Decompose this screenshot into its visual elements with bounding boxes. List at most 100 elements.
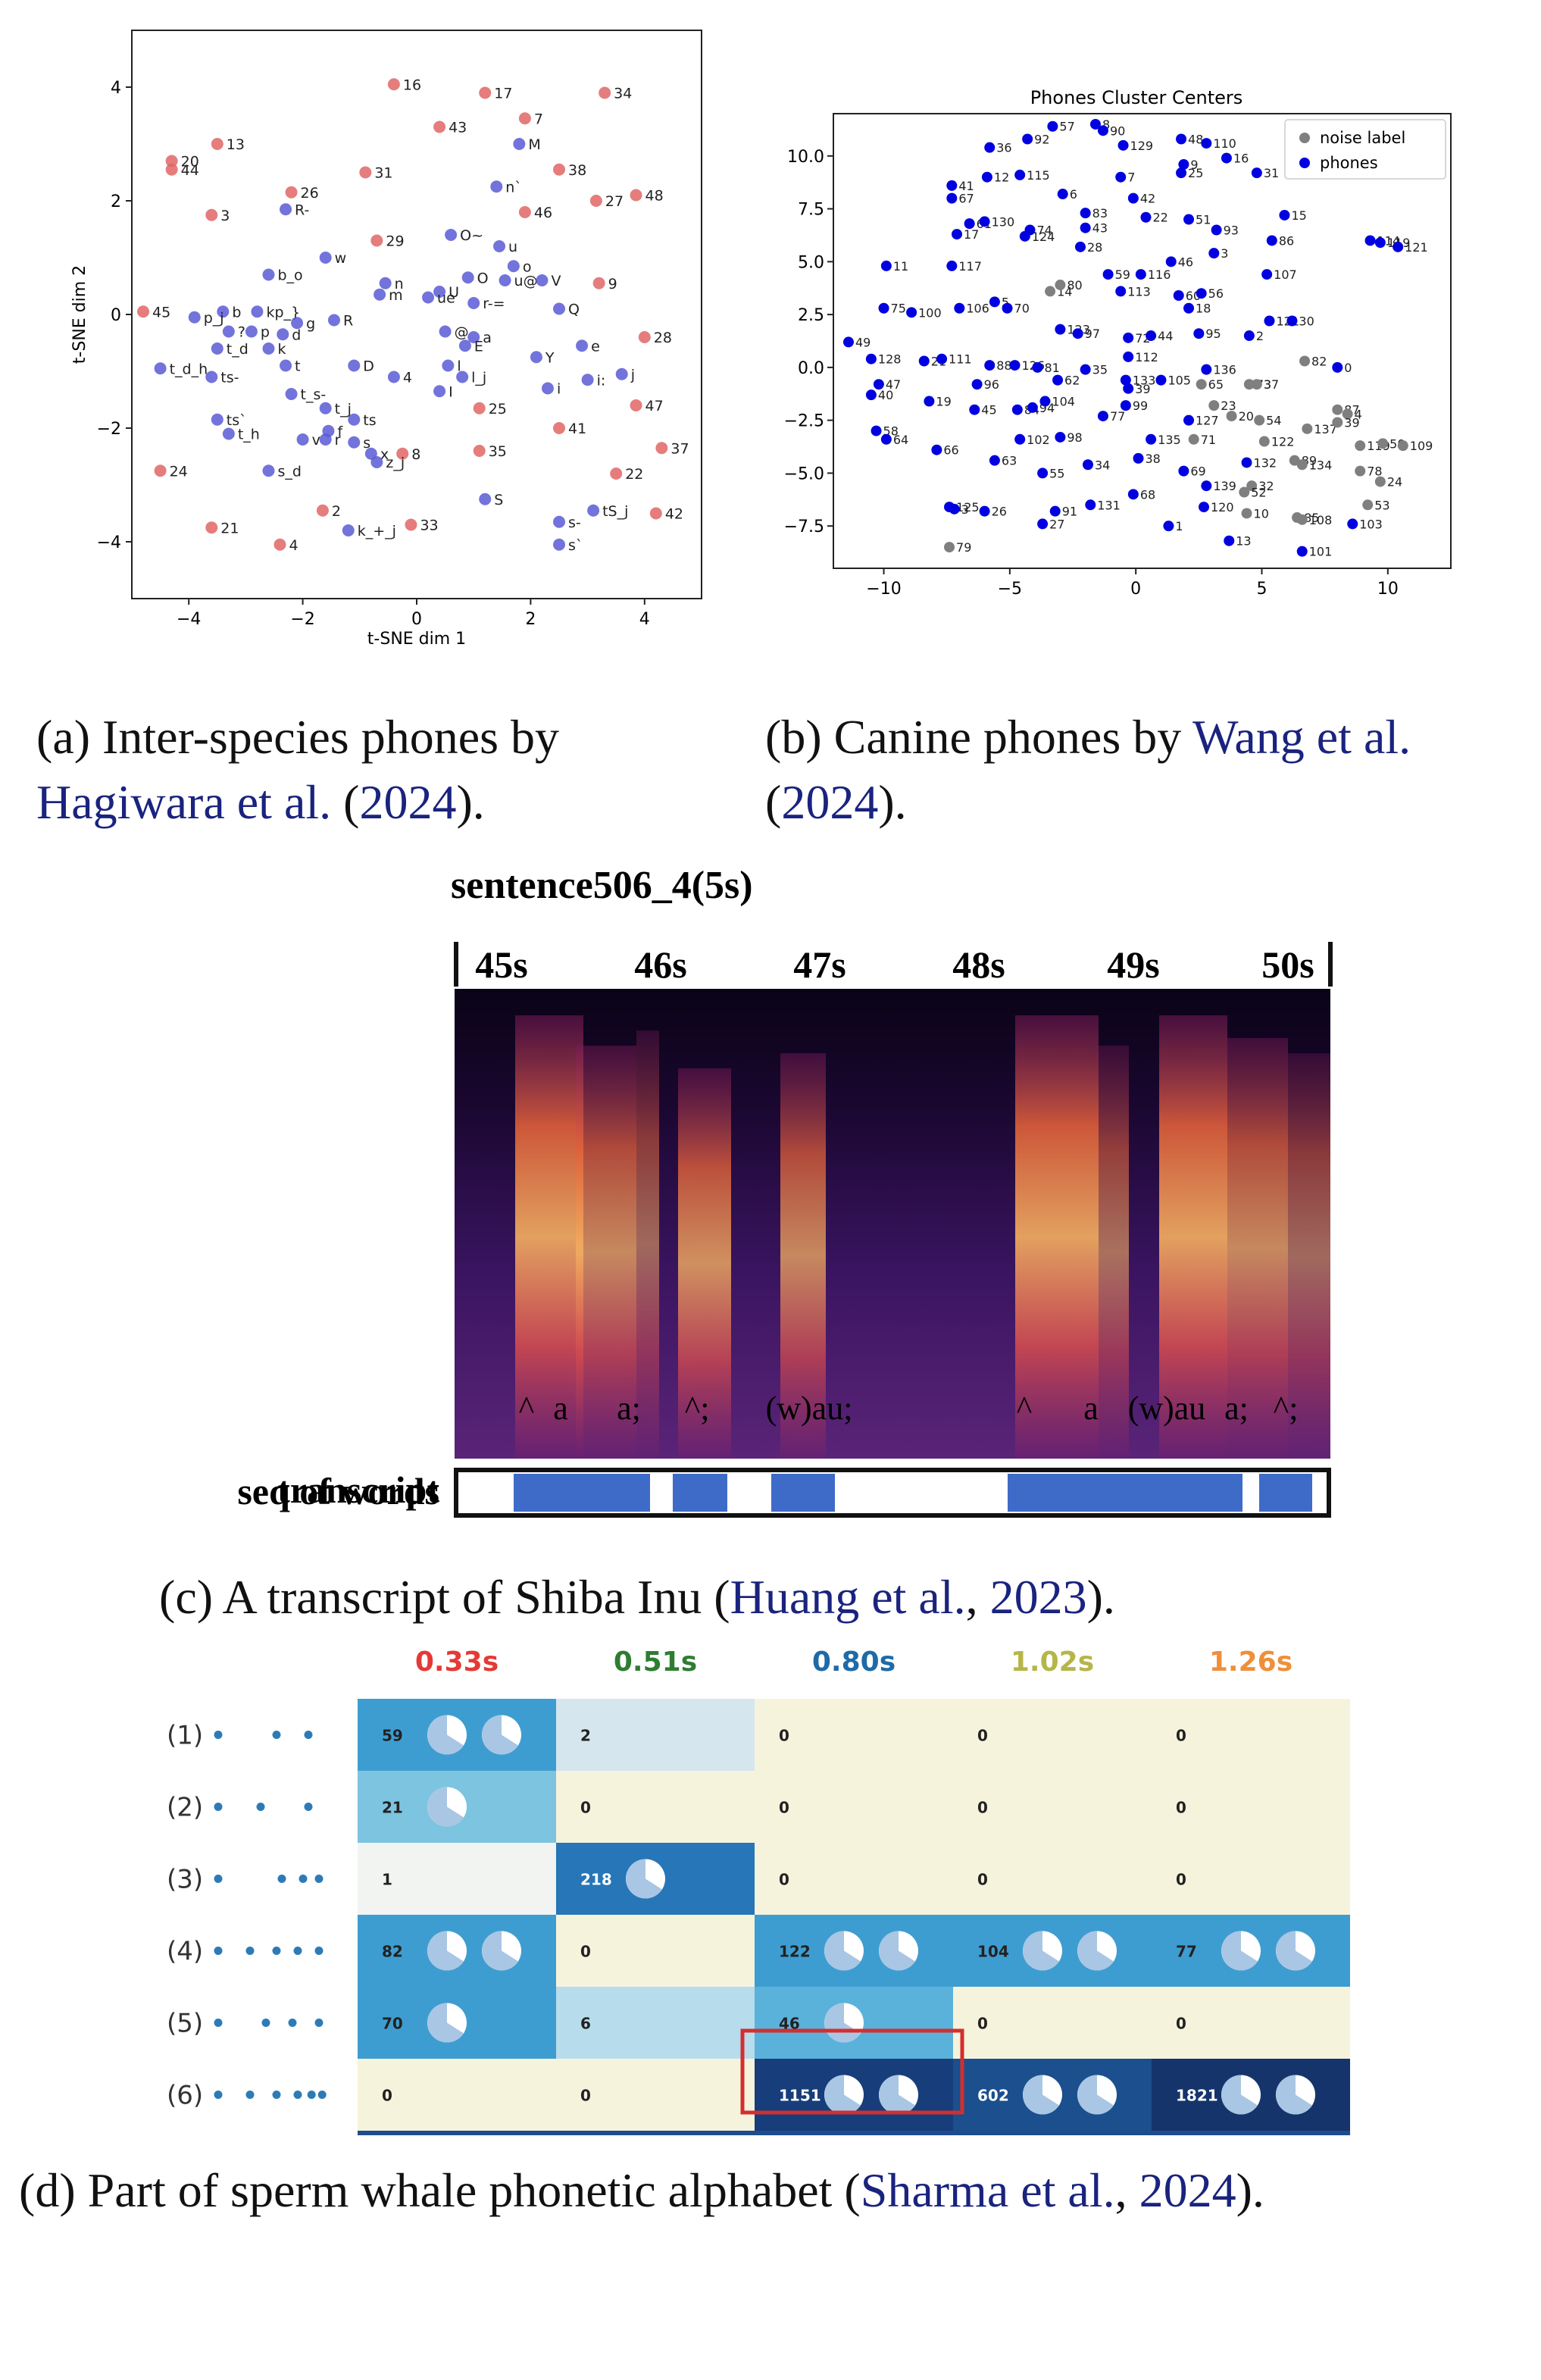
svg-text:4: 4 xyxy=(403,370,412,386)
svg-text:38: 38 xyxy=(1146,452,1161,466)
alphabet-cell xyxy=(556,2059,755,2131)
cell-count: 0 xyxy=(977,1727,988,1745)
transcript-token: (w)au xyxy=(1128,1390,1206,1427)
cell-count: 1 xyxy=(382,1871,392,1889)
svg-text:80: 80 xyxy=(1067,278,1082,292)
figure-b-point-noise: 37 xyxy=(1251,377,1279,392)
transcript-token: ^ xyxy=(1017,1390,1033,1427)
svg-text:105: 105 xyxy=(1167,374,1191,388)
figure-b-point-noise: 109 xyxy=(1397,439,1433,453)
svg-text:p: p xyxy=(261,324,270,341)
svg-text:40: 40 xyxy=(878,388,893,402)
click-dot xyxy=(288,2019,297,2027)
caption-a-year[interactable]: 2024 xyxy=(359,775,457,829)
figure-a-point-blue: D xyxy=(348,358,374,375)
click-dot xyxy=(293,1947,302,1955)
svg-text:D: D xyxy=(363,358,374,375)
pie-slice xyxy=(824,1931,861,1971)
cell-count: 0 xyxy=(977,1871,988,1889)
svg-text:42: 42 xyxy=(665,506,683,523)
figure-b-point-phone: 9 xyxy=(1178,158,1199,172)
figure-b-point-phone: 115 xyxy=(1014,168,1050,183)
figure-a-point-blue: m xyxy=(374,287,403,304)
svg-text:1: 1 xyxy=(1175,519,1183,533)
transcript-token: (w)au; xyxy=(766,1390,853,1427)
transcript-token: a; xyxy=(1224,1390,1249,1427)
click-dot xyxy=(214,1875,223,1883)
svg-text:R: R xyxy=(343,313,353,330)
caption-c-year[interactable]: 2023 xyxy=(989,1570,1087,1624)
cell-count: 0 xyxy=(580,1943,591,1961)
figure-b-frame xyxy=(833,113,1452,569)
figure-b-point-noise: 80 xyxy=(1055,278,1083,292)
svg-text:31: 31 xyxy=(374,165,392,182)
caption-a-cite[interactable]: Hagiwara et al. xyxy=(36,775,332,829)
alphabet-cell xyxy=(953,1987,1152,2059)
svg-text:96: 96 xyxy=(984,377,999,392)
figure-b-ytick: 0.0 xyxy=(798,359,824,378)
click-dot xyxy=(272,2091,281,2099)
figure-b-point-phone: 127 xyxy=(1183,414,1219,428)
svg-text:69: 69 xyxy=(1190,464,1205,479)
caption-b-cite[interactable]: Wang et al. xyxy=(1192,710,1411,764)
svg-text:55: 55 xyxy=(1049,466,1064,480)
column-header: 1.02s xyxy=(1011,1647,1094,1678)
svg-text:22: 22 xyxy=(625,466,643,483)
figure-b-point-phone: 66 xyxy=(931,443,959,458)
caption-d-cite[interactable]: Sharma et al. xyxy=(860,2163,1115,2217)
figure-b-point-phone: 15 xyxy=(1279,208,1307,223)
figure-a-point-blue: k xyxy=(262,341,286,358)
caption-b: (b) Canine phones by Wang et al. (2024). xyxy=(765,705,1493,835)
svg-text:26: 26 xyxy=(992,505,1007,519)
svg-text:7: 7 xyxy=(1127,170,1135,185)
svg-text:134: 134 xyxy=(1309,458,1333,472)
figure-b-point-phone: 135 xyxy=(1146,433,1181,447)
transcript-token: a xyxy=(1083,1390,1099,1427)
cell-count: 0 xyxy=(382,2087,392,2105)
figure-a-point-blue: t_j xyxy=(319,401,352,418)
legend-noise-marker xyxy=(1299,133,1310,143)
svg-text:41: 41 xyxy=(568,421,586,437)
figure-b-ytick: 2.5 xyxy=(798,306,824,325)
svg-text:98: 98 xyxy=(1067,430,1082,445)
svg-text:12: 12 xyxy=(994,170,1009,185)
svg-text:121: 121 xyxy=(1405,240,1428,255)
figure-b-point-phone: 56 xyxy=(1196,286,1224,301)
figure-b-point-noise: 79 xyxy=(944,540,971,555)
figure-b-point-phone: 17 xyxy=(952,227,979,242)
figure-a-point-red: 37 xyxy=(655,440,689,457)
figure-a-point-red: 8 xyxy=(396,446,420,463)
caption-b-text: (b) Canine phones by xyxy=(765,710,1193,764)
svg-text:110: 110 xyxy=(1213,136,1236,151)
svg-text:R-: R- xyxy=(295,202,309,218)
figure-b-point-phone: 93 xyxy=(1211,223,1239,237)
alphabet-cell xyxy=(556,1771,755,1843)
caption-c-cite[interactable]: Huang et al. xyxy=(730,1570,966,1624)
figure-b-point-phone: 69 xyxy=(1178,464,1206,479)
svg-text:124: 124 xyxy=(1032,230,1055,244)
figure-a-point-blue: n` xyxy=(490,179,522,195)
legend-phones-label: phones xyxy=(1320,154,1378,172)
svg-text:a: a xyxy=(483,330,492,346)
cell-count: 104 xyxy=(977,1943,1009,1961)
svg-text:120: 120 xyxy=(1211,500,1234,514)
alphabet-cell xyxy=(755,1843,953,1915)
legend-phones-marker xyxy=(1299,158,1310,168)
pie-slice xyxy=(1023,1931,1059,1971)
figure-b-point-phone: 19 xyxy=(924,395,952,409)
click-dot xyxy=(214,2091,223,2099)
caption-d-year[interactable]: 2024 xyxy=(1139,2163,1236,2217)
figure-b-point-phone: 136 xyxy=(1201,363,1236,377)
pie-slice xyxy=(626,1859,662,1899)
figure-b-point-phone: 35 xyxy=(1080,363,1108,377)
row-label: (4) xyxy=(167,1937,203,1967)
figure-a-point-red: 28 xyxy=(638,330,672,346)
svg-text:137: 137 xyxy=(1314,422,1337,436)
caption-b-close: ). xyxy=(878,775,907,829)
svg-text:20: 20 xyxy=(181,154,199,170)
caption-a-close: ). xyxy=(456,775,485,829)
figure-a-point-blue: r xyxy=(319,432,341,449)
svg-text:?: ? xyxy=(238,324,245,341)
svg-text:s: s xyxy=(363,435,370,452)
caption-b-year[interactable]: 2024 xyxy=(781,775,879,829)
